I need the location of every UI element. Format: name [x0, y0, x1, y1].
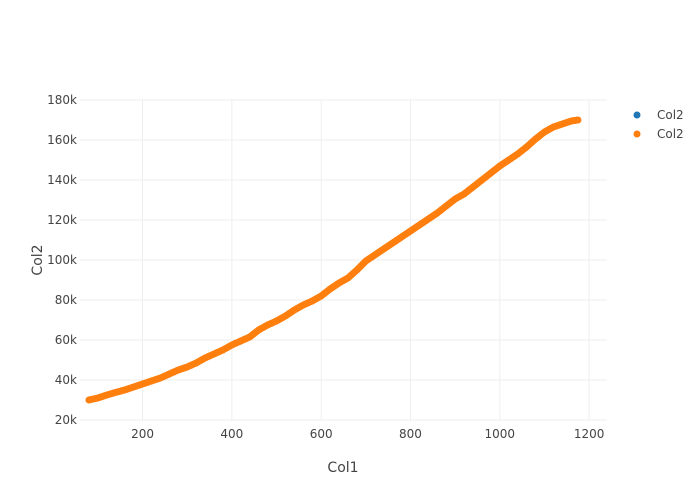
y-tick-label: 140k — [47, 173, 77, 187]
x-tick-label: 1200 — [574, 427, 605, 441]
data-points — [85, 116, 582, 404]
x-tick-label: 800 — [399, 427, 422, 441]
x-tick-label: 200 — [131, 427, 154, 441]
legend-item[interactable]: Col2 — [633, 108, 684, 122]
legend-label: Col2 — [657, 108, 684, 122]
y-tick-label: 60k — [55, 333, 77, 347]
x-tick-label: 400 — [220, 427, 243, 441]
y-axis-title: Col2 — [30, 244, 46, 275]
legend[interactable]: Col2 Col2 — [633, 108, 684, 141]
y-tick-label: 40k — [55, 373, 77, 387]
legend-label: Col2 — [657, 127, 684, 141]
data-point — [574, 116, 582, 124]
x-axis-title: Col1 — [327, 460, 358, 476]
y-tick-label: 80k — [55, 293, 77, 307]
grid — [80, 99, 607, 421]
y-tick-label: 180k — [47, 93, 77, 107]
y-tick-label: 120k — [47, 213, 77, 227]
legend-marker — [633, 111, 641, 119]
y-tick-label: 160k — [47, 133, 77, 147]
y-tick-label: 20k — [55, 413, 77, 427]
x-tick-label: 1000 — [485, 427, 516, 441]
x-tick-label: 600 — [310, 427, 333, 441]
x-tick-labels: 200 400 600 800 1000 1200 — [131, 427, 604, 441]
legend-marker — [633, 130, 641, 138]
y-tick-labels: 20k 40k 60k 80k 100k 120k 140k 160k 180k — [47, 93, 77, 427]
legend-item[interactable]: Col2 — [633, 127, 684, 141]
y-tick-label: 100k — [47, 253, 77, 267]
